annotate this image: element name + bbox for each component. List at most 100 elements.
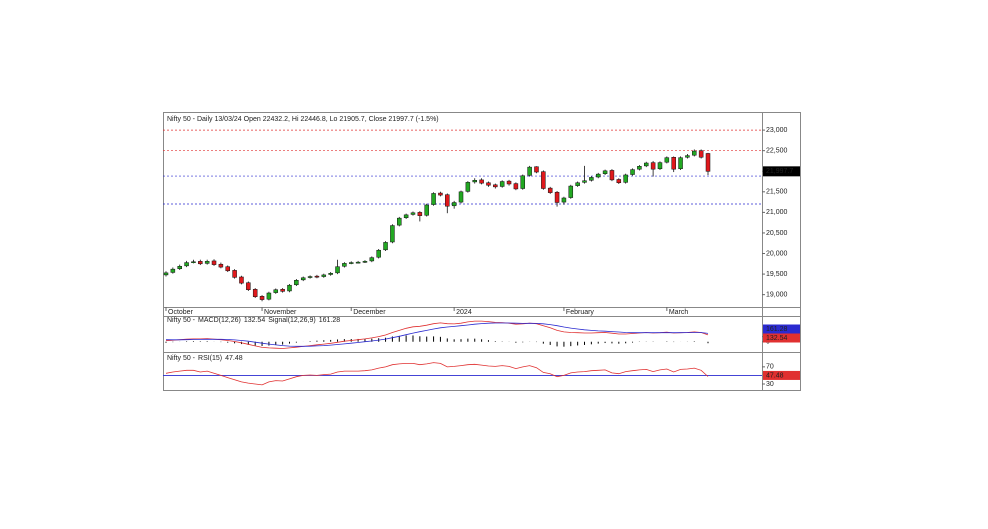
histogram-bar xyxy=(206,341,208,342)
histogram-bar xyxy=(549,341,551,345)
candle-body xyxy=(246,282,251,290)
histogram-bar xyxy=(453,339,455,342)
value-box-label: 132.54 xyxy=(766,335,788,342)
candle-body xyxy=(637,166,642,170)
histogram-bar xyxy=(515,341,517,343)
candle-body xyxy=(445,194,450,207)
histogram-bar xyxy=(412,335,414,342)
last-price-label: 21,997.7 xyxy=(766,168,793,175)
candle-body xyxy=(314,275,320,278)
histogram-bar xyxy=(604,341,606,344)
candle-body xyxy=(294,280,299,286)
histogram-bar xyxy=(343,339,345,342)
candle-body xyxy=(589,177,594,181)
candle-body xyxy=(602,170,608,174)
candle-body xyxy=(561,197,567,203)
histogram-bar xyxy=(481,339,483,342)
candle-body xyxy=(547,187,553,193)
histogram-bar xyxy=(371,338,373,342)
panel-title: Nifty 50 - xyxy=(167,355,196,362)
legend-entry: MACD(12,26) xyxy=(198,317,241,324)
candle-body xyxy=(644,162,649,167)
chart-frame xyxy=(163,112,801,391)
histogram-bar xyxy=(597,341,599,344)
candle-body xyxy=(431,193,436,205)
x-tick-label: 2024 xyxy=(456,309,472,316)
histogram-bar xyxy=(693,341,695,342)
y-tick-label: 30 xyxy=(766,381,774,388)
candle-body xyxy=(486,182,491,186)
candle-body xyxy=(273,289,279,293)
x-tick-label: February xyxy=(566,309,595,316)
histogram-bar xyxy=(611,341,613,344)
candle-body xyxy=(376,249,381,258)
candle-body xyxy=(534,166,539,173)
candle-body xyxy=(177,266,182,269)
histogram-bar xyxy=(570,341,572,347)
candle-body xyxy=(698,150,704,158)
y-tick-label: 20,500 xyxy=(766,230,788,237)
legend-entry: RSI(15) xyxy=(198,355,222,362)
histogram-bar xyxy=(542,341,544,344)
histogram-bar xyxy=(234,341,236,344)
candle-body xyxy=(191,261,196,263)
legend-value: 132.54 xyxy=(244,317,266,324)
candle-body xyxy=(417,212,423,216)
histogram-bar xyxy=(625,341,627,344)
candle-body xyxy=(616,179,622,184)
histogram-bar xyxy=(282,341,284,345)
histogram-bar xyxy=(563,341,565,347)
histogram-bar xyxy=(247,341,249,345)
candle-body xyxy=(321,274,327,277)
histogram-bar xyxy=(584,341,586,345)
candle-body xyxy=(678,157,683,170)
candle-body xyxy=(493,184,498,188)
value-box-label: 161.28 xyxy=(766,326,788,333)
indicator-line xyxy=(165,320,709,349)
candle-body xyxy=(664,157,670,163)
histogram-bar xyxy=(405,335,407,342)
candle-body xyxy=(541,171,546,189)
candle-body xyxy=(211,260,217,265)
histogram-bar xyxy=(275,341,277,345)
candle-body xyxy=(410,212,416,215)
x-tick-label: December xyxy=(353,309,386,316)
y-tick-label: 20,000 xyxy=(766,250,788,257)
value-box-label: 47.48 xyxy=(766,372,784,379)
histogram-bar xyxy=(433,336,435,342)
candle-body xyxy=(225,266,230,272)
candle-body xyxy=(397,217,402,226)
candle-body xyxy=(204,261,210,264)
value-box xyxy=(763,370,800,380)
y-tick-label: 19,500 xyxy=(766,271,788,278)
histogram-bar xyxy=(268,341,270,346)
histogram-bar xyxy=(426,336,428,342)
y-tick-label: 23,000 xyxy=(766,127,788,134)
histogram-bar xyxy=(556,341,558,347)
histogram-bar xyxy=(186,341,188,342)
legend-value: 161.28 xyxy=(319,317,341,324)
histogram-bar xyxy=(295,341,297,343)
last-price-box xyxy=(763,166,800,177)
candle-body xyxy=(451,202,457,207)
indicator-line xyxy=(165,322,709,347)
y-tick-label: 21,000 xyxy=(766,209,788,216)
candle-body xyxy=(609,170,615,181)
candle-body xyxy=(328,273,333,275)
candle-body xyxy=(390,225,395,243)
histogram-bar xyxy=(385,337,387,342)
histogram-bar xyxy=(254,341,256,346)
candle-body xyxy=(506,180,512,185)
histogram-bar xyxy=(446,338,448,342)
candle-body xyxy=(218,263,224,268)
legend-entry: Signal(12,26,9) xyxy=(268,317,315,324)
candle-body xyxy=(513,183,519,190)
histogram-bar xyxy=(494,341,496,342)
candle-body xyxy=(184,262,189,267)
candle-body xyxy=(287,284,292,292)
candle-body xyxy=(342,263,347,267)
candle-body xyxy=(280,289,285,292)
histogram-bar xyxy=(487,340,489,342)
histogram-bar xyxy=(323,340,325,342)
